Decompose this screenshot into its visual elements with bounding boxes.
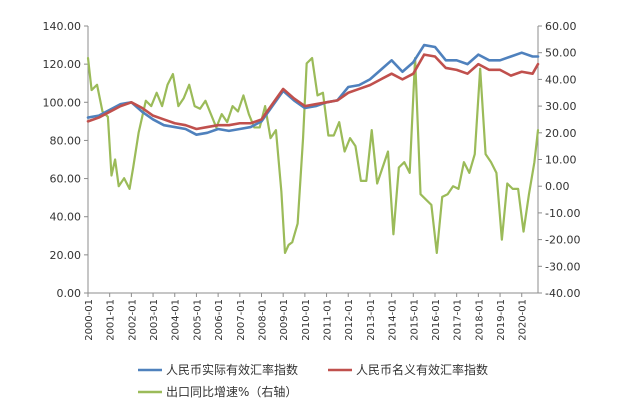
x-tick-label: 2012-01 [344, 299, 355, 341]
series-line-2 [86, 56, 540, 255]
right-tick-label: -30.00 [545, 260, 580, 273]
series-layer [86, 43, 540, 255]
x-tick-label: 2008-01 [257, 299, 268, 341]
right-tick-label: -20.00 [545, 234, 580, 247]
x-tick-label: 2004-01 [171, 299, 182, 341]
right-tick-label: 10.00 [545, 154, 577, 167]
x-tick-label: 2014-01 [388, 299, 399, 341]
legend-label-2: 出口同比增速%（右轴） [166, 384, 297, 399]
legend-label-0: 人民币实际有效汇率指数 [166, 362, 298, 377]
right-tick-label: 60.00 [545, 20, 577, 33]
x-tick-label: 2015-01 [409, 299, 420, 341]
x-tick-label: 2002-01 [127, 299, 138, 341]
left-tick-label: 120.00 [43, 58, 82, 71]
x-tick-label: 2007-01 [236, 299, 247, 341]
left-tick-label: 140.00 [43, 20, 82, 33]
x-tick-label: 2001-01 [106, 299, 117, 341]
left-tick-label: 0.00 [57, 287, 82, 300]
x-tick-label: 2020-01 [518, 299, 529, 341]
left-tick-label: 20.00 [50, 249, 82, 262]
x-tick-label: 2006-01 [214, 299, 225, 341]
x-tick-label: 2000-01 [84, 299, 95, 341]
x-tick-label: 2010-01 [301, 299, 312, 341]
x-tick-label: 2019-01 [496, 299, 507, 341]
left-tick-label: 100.00 [43, 96, 82, 109]
right-tick-label: 50.00 [545, 47, 577, 60]
x-tick-label: 2003-01 [149, 299, 160, 341]
x-tick-label: 2018-01 [474, 299, 485, 341]
x-tick-label: 2013-01 [366, 299, 377, 341]
right-tick-label: 0.00 [545, 180, 570, 193]
right-tick-label: 40.00 [545, 73, 577, 86]
x-tick-label: 2009-01 [279, 299, 290, 341]
right-tick-label: -10.00 [545, 207, 580, 220]
left-tick-label: 80.00 [50, 134, 82, 147]
x-tick-label: 2011-01 [323, 299, 334, 341]
left-tick-label: 60.00 [50, 173, 82, 186]
x-tick-label: 2017-01 [453, 299, 464, 341]
right-tick-label: 30.00 [545, 100, 577, 113]
series-line-0 [86, 43, 540, 137]
series-line-1 [86, 53, 540, 131]
right-tick-label: 20.00 [545, 127, 577, 140]
right-tick-label: -40.00 [545, 287, 580, 300]
legend-label-1: 人民币名义有效汇率指数 [356, 362, 488, 377]
x-axis-ticks: 2000-01 2001-01 2002-01 2003-01 2004-01 2005-… [84, 293, 529, 341]
x-tick-label: 2005-01 [192, 299, 203, 341]
left-axis-ticks: 0.00 20.00 40.00 60.00 80.00 100.00 120.00 140.… [43, 20, 88, 300]
right-axis-ticks: -40.00 -30.00 -20.00 -10.00 0.00 10.00 20.00 30… [538, 20, 580, 300]
left-tick-label: 40.00 [50, 211, 82, 224]
x-tick-label: 2016-01 [431, 299, 442, 341]
